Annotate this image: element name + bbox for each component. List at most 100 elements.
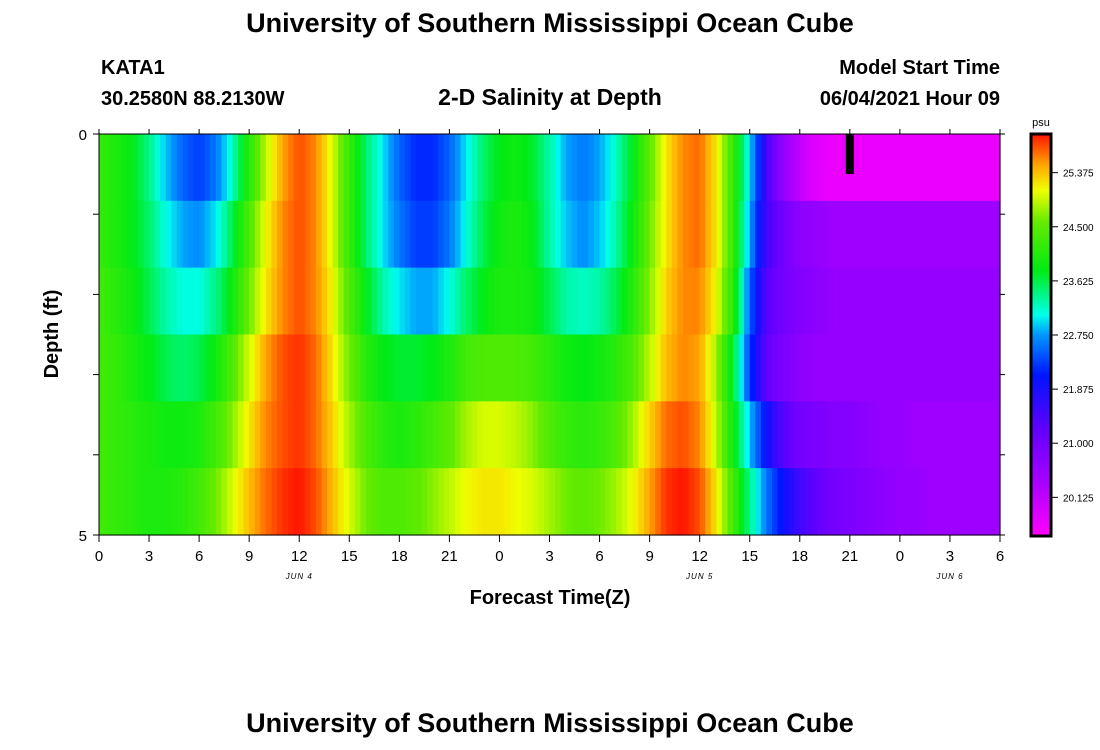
heatmap-cell xyxy=(99,200,106,269)
heatmap-cell xyxy=(933,200,940,269)
heatmap-cell xyxy=(443,334,450,402)
heatmap-cell xyxy=(99,267,106,336)
heatmap-cell xyxy=(966,200,973,269)
heatmap-cell xyxy=(438,468,445,536)
heatmap-cell xyxy=(393,200,400,269)
heatmap-cell xyxy=(149,200,156,269)
heatmap-cell xyxy=(577,200,584,269)
heatmap-cell xyxy=(610,468,617,536)
heatmap-cell xyxy=(593,267,601,336)
heatmap-cell xyxy=(260,334,267,402)
heatmap-cell xyxy=(983,468,990,536)
heatmap-cell xyxy=(688,468,695,536)
heatmap-cell xyxy=(265,134,273,202)
heatmap-cell xyxy=(221,468,228,536)
heatmap-cell xyxy=(254,267,261,336)
heatmap-cell xyxy=(610,401,617,469)
heatmap-cell xyxy=(215,401,222,469)
heatmap-cell xyxy=(215,334,222,402)
heatmap-cell xyxy=(938,267,945,336)
heatmap-cell xyxy=(204,468,211,536)
heatmap-cell xyxy=(833,334,840,402)
x-tick-label: 3 xyxy=(545,548,553,565)
heatmap-cell xyxy=(354,401,361,469)
heatmap-cell xyxy=(911,334,918,402)
heatmap-cell xyxy=(555,334,562,402)
heatmap-cell xyxy=(733,468,740,536)
heatmap-cell xyxy=(733,200,740,269)
heatmap-cell xyxy=(894,468,901,536)
heatmap-cell xyxy=(777,334,784,402)
heatmap-cell xyxy=(588,200,595,269)
heatmap-cell xyxy=(315,200,323,269)
heatmap-cell xyxy=(649,134,656,202)
heatmap-cell xyxy=(176,267,184,336)
heatmap-cell xyxy=(649,200,656,269)
heatmap-cell xyxy=(499,334,506,402)
heatmap-cell xyxy=(716,267,723,336)
heatmap-cell xyxy=(783,401,790,469)
heatmap-cell xyxy=(288,134,295,202)
heatmap-cell xyxy=(510,267,517,336)
heatmap-cell xyxy=(171,334,178,402)
heatmap-cell xyxy=(922,267,929,336)
heatmap-cell xyxy=(543,267,551,336)
heatmap-cell xyxy=(265,200,273,269)
heatmap-cell xyxy=(660,200,667,269)
heatmap-cell xyxy=(282,200,289,269)
heatmap-cell xyxy=(599,401,606,469)
heatmap-cell xyxy=(427,267,434,336)
heatmap-cell xyxy=(977,267,984,336)
heatmap-cell xyxy=(293,134,300,202)
heatmap-cell xyxy=(632,401,640,469)
heatmap-cell xyxy=(388,401,395,469)
heatmap-cell xyxy=(727,134,734,202)
heatmap-cell xyxy=(655,468,662,536)
heatmap-cell xyxy=(777,267,784,336)
heatmap-cell xyxy=(760,468,768,536)
heatmap-cell xyxy=(922,334,929,402)
heatmap-cell xyxy=(221,401,228,469)
heatmap-cell xyxy=(338,134,345,202)
heatmap-cell xyxy=(883,134,890,202)
heatmap-cell xyxy=(599,134,606,202)
heatmap-cell xyxy=(794,401,801,469)
heatmap-cell xyxy=(471,134,478,202)
heatmap-cell xyxy=(288,468,295,536)
heatmap-cell xyxy=(427,134,434,202)
heatmap-cell xyxy=(165,401,172,469)
heatmap-cell xyxy=(99,401,106,469)
heatmap-cell xyxy=(299,401,306,469)
heatmap-cell xyxy=(577,401,584,469)
heatmap-cell xyxy=(860,468,868,536)
heatmap-cell xyxy=(677,334,684,402)
heatmap-cell xyxy=(838,200,845,269)
heatmap-cell xyxy=(276,134,284,202)
heatmap-cell xyxy=(555,401,562,469)
heatmap-cell xyxy=(271,401,278,469)
heatmap-cell xyxy=(844,401,851,469)
heatmap-cell xyxy=(243,134,250,202)
heatmap-cell xyxy=(327,468,334,536)
heatmap-cell xyxy=(799,200,806,269)
heatmap-cell xyxy=(382,401,389,469)
heatmap-cell xyxy=(404,401,412,469)
heatmap-cell xyxy=(388,468,395,536)
heatmap-cell xyxy=(165,200,172,269)
heatmap-cell xyxy=(816,401,823,469)
heatmap-cell xyxy=(688,401,695,469)
heatmap-cell xyxy=(899,334,907,402)
heatmap-cell xyxy=(521,334,528,402)
heatmap-cell xyxy=(855,134,862,202)
heatmap-cell xyxy=(588,468,595,536)
heatmap-cell xyxy=(938,468,945,536)
heatmap-cell xyxy=(482,200,489,269)
heatmap-cell xyxy=(371,401,378,469)
heatmap-cell xyxy=(849,334,856,402)
heatmap-cell xyxy=(872,334,879,402)
heatmap-cell xyxy=(276,468,284,536)
heatmap-cell xyxy=(849,401,856,469)
heatmap-cell xyxy=(493,468,501,536)
heatmap-cell xyxy=(176,334,184,402)
heatmap-cell xyxy=(593,334,601,402)
